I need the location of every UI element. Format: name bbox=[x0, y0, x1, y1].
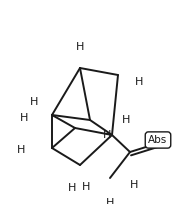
Text: H: H bbox=[135, 77, 143, 87]
Text: H: H bbox=[103, 130, 111, 140]
Text: H: H bbox=[68, 183, 76, 193]
Text: H: H bbox=[82, 182, 90, 192]
Text: Abs: Abs bbox=[148, 135, 168, 145]
Text: H: H bbox=[76, 42, 84, 52]
Text: H: H bbox=[130, 180, 138, 190]
Text: H: H bbox=[122, 115, 130, 125]
Text: H: H bbox=[17, 145, 25, 155]
Text: H: H bbox=[106, 198, 114, 204]
Text: H: H bbox=[30, 97, 38, 107]
Text: H: H bbox=[20, 113, 28, 123]
